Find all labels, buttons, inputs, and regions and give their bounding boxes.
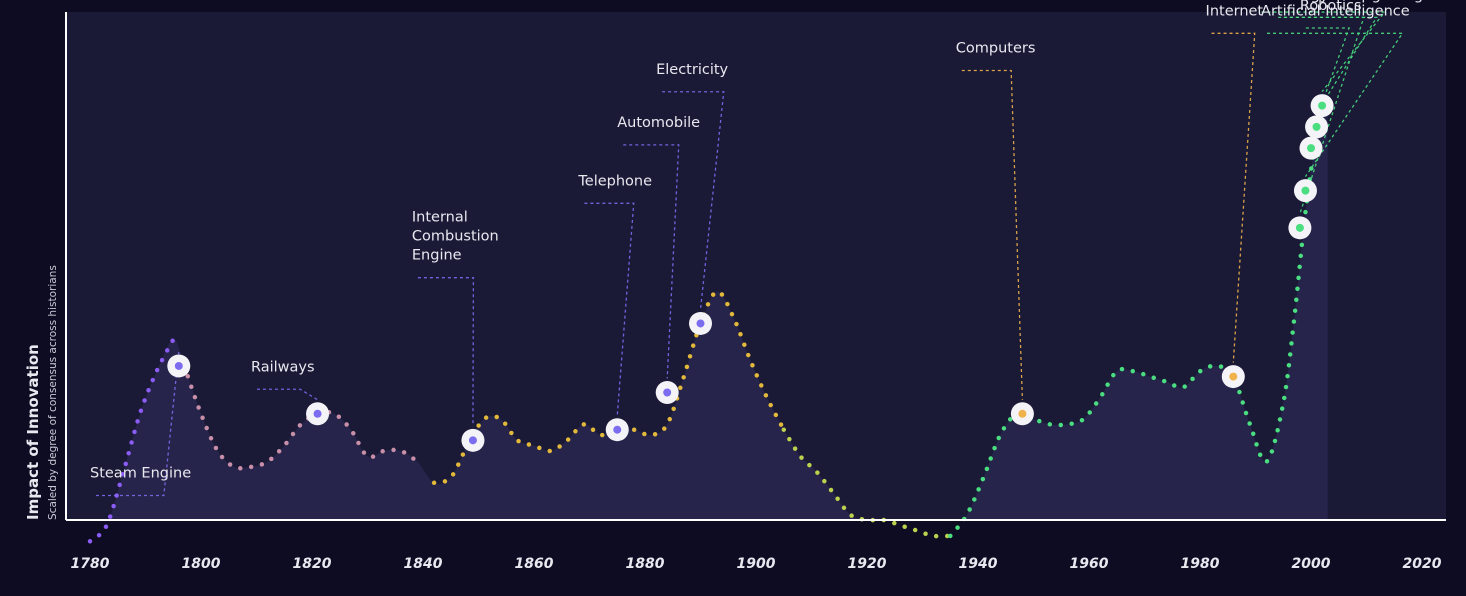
- innovation-label-energy-storage: Energy Storage: [1278, 0, 1390, 3]
- innovation-label-genome-sequencing: Genome Sequencing: [1272, 0, 1423, 3]
- innovation-label-line-robotics-0: Robotics: [1300, 0, 1362, 14]
- innovation-marker-core-blockchain-technology: [1318, 101, 1327, 110]
- innovation-label-line-internal-combustion-engine-2: Engine: [412, 248, 462, 264]
- x-tick-label-1900: 1900: [737, 556, 776, 572]
- innovation-marker-core-telephone: [613, 425, 622, 434]
- innovation-label-artificial-intelligence: Artificial Intelligence: [1261, 3, 1410, 19]
- curve-segment-0: [87, 337, 176, 544]
- innovation-label-line-internet-0: Internet: [1206, 3, 1264, 19]
- x-tick-label-1980: 1980: [1181, 556, 1220, 572]
- curve-segment-4: [948, 98, 1330, 539]
- innovation-label-automobile: Automobile: [617, 115, 700, 131]
- leader-line-genome-sequencing: [1278, 16, 1378, 114]
- innovation-label-computers: Computers: [956, 41, 1036, 57]
- innovation-label-line-steam-engine-0: Steam Engine: [90, 466, 191, 482]
- innovation-label-line-electricity-0: Electricity: [656, 62, 728, 78]
- leader-line-robotics: [1305, 27, 1351, 135]
- innovation-label-internal-combustion-engine: Internal Combustion Engine: [412, 210, 499, 264]
- innovation-marker-core-robotics: [1307, 144, 1315, 153]
- innovation-marker-core-genome-sequencing: [1312, 122, 1321, 131]
- innovation-marker-core-automobile: [663, 388, 672, 397]
- leader-line-internet: [1211, 32, 1256, 363]
- leader-line-electricity: [662, 91, 725, 310]
- innovation-label-railways: Railways: [251, 359, 315, 375]
- innovation-marker-core-internet: [1229, 372, 1238, 381]
- x-tick-label-1920: 1920: [848, 556, 887, 572]
- innovation-label-steam-engine: Steam Engine: [90, 466, 191, 482]
- innovation-label-line-computers-0: Computers: [956, 41, 1036, 57]
- leader-line-steam-engine: [96, 351, 180, 497]
- y-axis-title: Impact of Innovation: [24, 344, 42, 520]
- x-tick-label-2020: 2020: [1403, 556, 1442, 572]
- x-tick-label-1940: 1940: [959, 556, 998, 572]
- leader-line-telephone: [584, 202, 635, 416]
- innovation-label-line-railways-0: Railways: [251, 359, 315, 375]
- x-tick-label-2000: 2000: [1292, 556, 1331, 572]
- innovation-marker-core-energy-storage: [1295, 223, 1304, 232]
- innovation-label-line-telephone-0: Telephone: [577, 173, 652, 189]
- x-tick-label-1820: 1820: [293, 556, 332, 572]
- innovation-label-electricity: Electricity: [656, 62, 728, 78]
- innovation-marker-core-computers: [1018, 409, 1027, 418]
- innovation-label-telephone: Telephone: [577, 173, 652, 189]
- x-tick-label-1840: 1840: [404, 556, 443, 572]
- leader-line-automobile: [623, 144, 680, 379]
- innovation-label-line-artificial-intelligence-0: Artificial Intelligence: [1261, 3, 1410, 19]
- leader-line-computers: [961, 69, 1024, 400]
- innovation-marker-core-internal-combustion-engine: [468, 436, 477, 445]
- x-tick-label-1960: 1960: [1070, 556, 1109, 572]
- curve-segment-1: [182, 363, 420, 471]
- x-tick-label-1800: 1800: [182, 556, 221, 572]
- innovation-label-line-automobile-0: Automobile: [617, 115, 700, 131]
- leader-line-internal-combustion-engine: [417, 277, 475, 427]
- x-tick-label-1860: 1860: [515, 556, 554, 572]
- innovation-marker-core-railways: [313, 409, 322, 418]
- innovation-marker-core-electricity: [696, 319, 705, 328]
- innovation-marker-core-steam-engine: [174, 361, 183, 370]
- innovation-label-internet: Internet: [1206, 3, 1264, 19]
- leader-line-railways: [256, 388, 318, 401]
- innovation-marker-core-artificial-intelligence: [1301, 186, 1310, 195]
- innovation-label-line-energy-storage-0: Energy Storage: [1278, 0, 1390, 3]
- y-axis-subtitle: Scaled by degree of consensus across his…: [47, 265, 59, 520]
- innovation-label-line-internal-combustion-engine-0: Internal: [412, 210, 468, 226]
- innovation-label-line-genome-sequencing-0: Genome Sequencing: [1272, 0, 1423, 3]
- innovation-label-line-internal-combustion-engine-1: Combustion: [412, 229, 499, 245]
- x-tick-label-1780: 1780: [71, 556, 110, 572]
- x-tick-label-1880: 1880: [626, 556, 665, 572]
- innovation-label-robotics: Robotics: [1300, 0, 1362, 14]
